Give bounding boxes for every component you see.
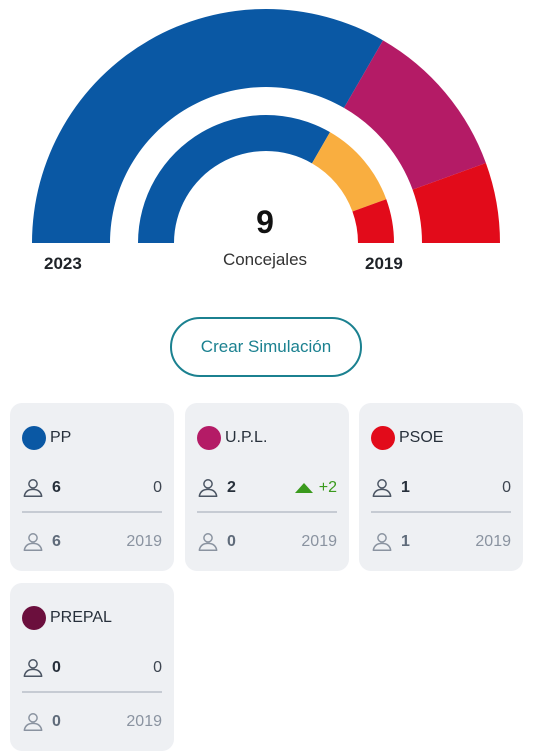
outer-ring-2023	[32, 8, 500, 244]
inner-segment-psoe	[352, 199, 394, 243]
inner-segment-pp	[138, 115, 330, 243]
seat-change: 0	[502, 479, 511, 496]
outer-year-label: 2023	[44, 254, 82, 273]
party-card-pp[interactable]: PP 6 0 6 2019	[10, 403, 174, 571]
prev-year: 2019	[301, 533, 337, 550]
up-arrow-icon	[294, 483, 313, 493]
total-seats: 9	[256, 204, 274, 240]
seat-count: 1	[401, 479, 410, 496]
prev-seat-count: 0	[227, 533, 236, 550]
seat-change: 0	[153, 659, 162, 676]
user-icon	[23, 479, 43, 497]
user-icon	[23, 659, 43, 677]
user-icon	[198, 479, 218, 497]
outer-segment-upl	[344, 40, 486, 190]
party-color-dot	[22, 426, 46, 450]
inner-ring-2019	[138, 115, 394, 243]
user-icon	[23, 713, 43, 731]
hemicycle-chart	[32, 8, 500, 244]
create-simulation-button[interactable]: Crear Simulación	[170, 317, 362, 377]
party-card-prepal[interactable]: PREPAL 0 0 0 2019	[10, 583, 174, 751]
seat-change-value: +2	[318, 479, 337, 496]
prev-seat-count: 6	[52, 533, 61, 550]
party-name: PREPAL	[50, 609, 112, 626]
prev-year: 2019	[126, 533, 162, 550]
party-name: U.P.L.	[225, 429, 268, 446]
seat-count: 6	[52, 479, 61, 496]
seat-count: 2	[227, 479, 236, 496]
inner-segment-other-1	[312, 132, 387, 212]
prev-seat-count: 0	[52, 713, 61, 730]
user-icon	[372, 479, 392, 497]
party-color-dot	[371, 426, 395, 450]
prev-year: 2019	[475, 533, 511, 550]
divider	[22, 691, 162, 693]
divider	[197, 511, 337, 513]
party-name: PP	[50, 429, 72, 446]
seat-change: 0	[153, 479, 162, 496]
party-color-dot	[197, 426, 221, 450]
prev-year: 2019	[126, 713, 162, 730]
party-card-psoe[interactable]: PSOE 1 0 1 2019	[359, 403, 523, 571]
total-seats-label: Concejales	[222, 250, 308, 269]
party-color-dot	[22, 606, 46, 630]
outer-segment-pp	[32, 8, 383, 244]
seat-count: 0	[52, 659, 61, 676]
outer-segment-psoe	[412, 162, 500, 243]
user-icon	[198, 533, 218, 551]
divider	[371, 511, 511, 513]
prev-seat-count: 1	[401, 533, 410, 550]
divider	[22, 511, 162, 513]
party-card-upl[interactable]: U.P.L. 2 +2 0 2019	[185, 403, 349, 571]
user-icon	[372, 533, 392, 551]
party-name: PSOE	[399, 429, 444, 446]
inner-year-label: 2019	[365, 254, 403, 273]
seat-change: +2	[294, 479, 337, 497]
user-icon	[23, 533, 43, 551]
